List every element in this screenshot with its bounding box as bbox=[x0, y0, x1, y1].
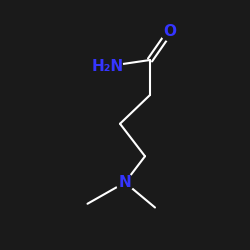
Text: N: N bbox=[119, 175, 132, 190]
Text: O: O bbox=[164, 24, 176, 39]
Circle shape bbox=[92, 51, 122, 81]
Circle shape bbox=[160, 22, 180, 41]
Text: H₂N: H₂N bbox=[92, 59, 124, 74]
Circle shape bbox=[116, 174, 134, 191]
